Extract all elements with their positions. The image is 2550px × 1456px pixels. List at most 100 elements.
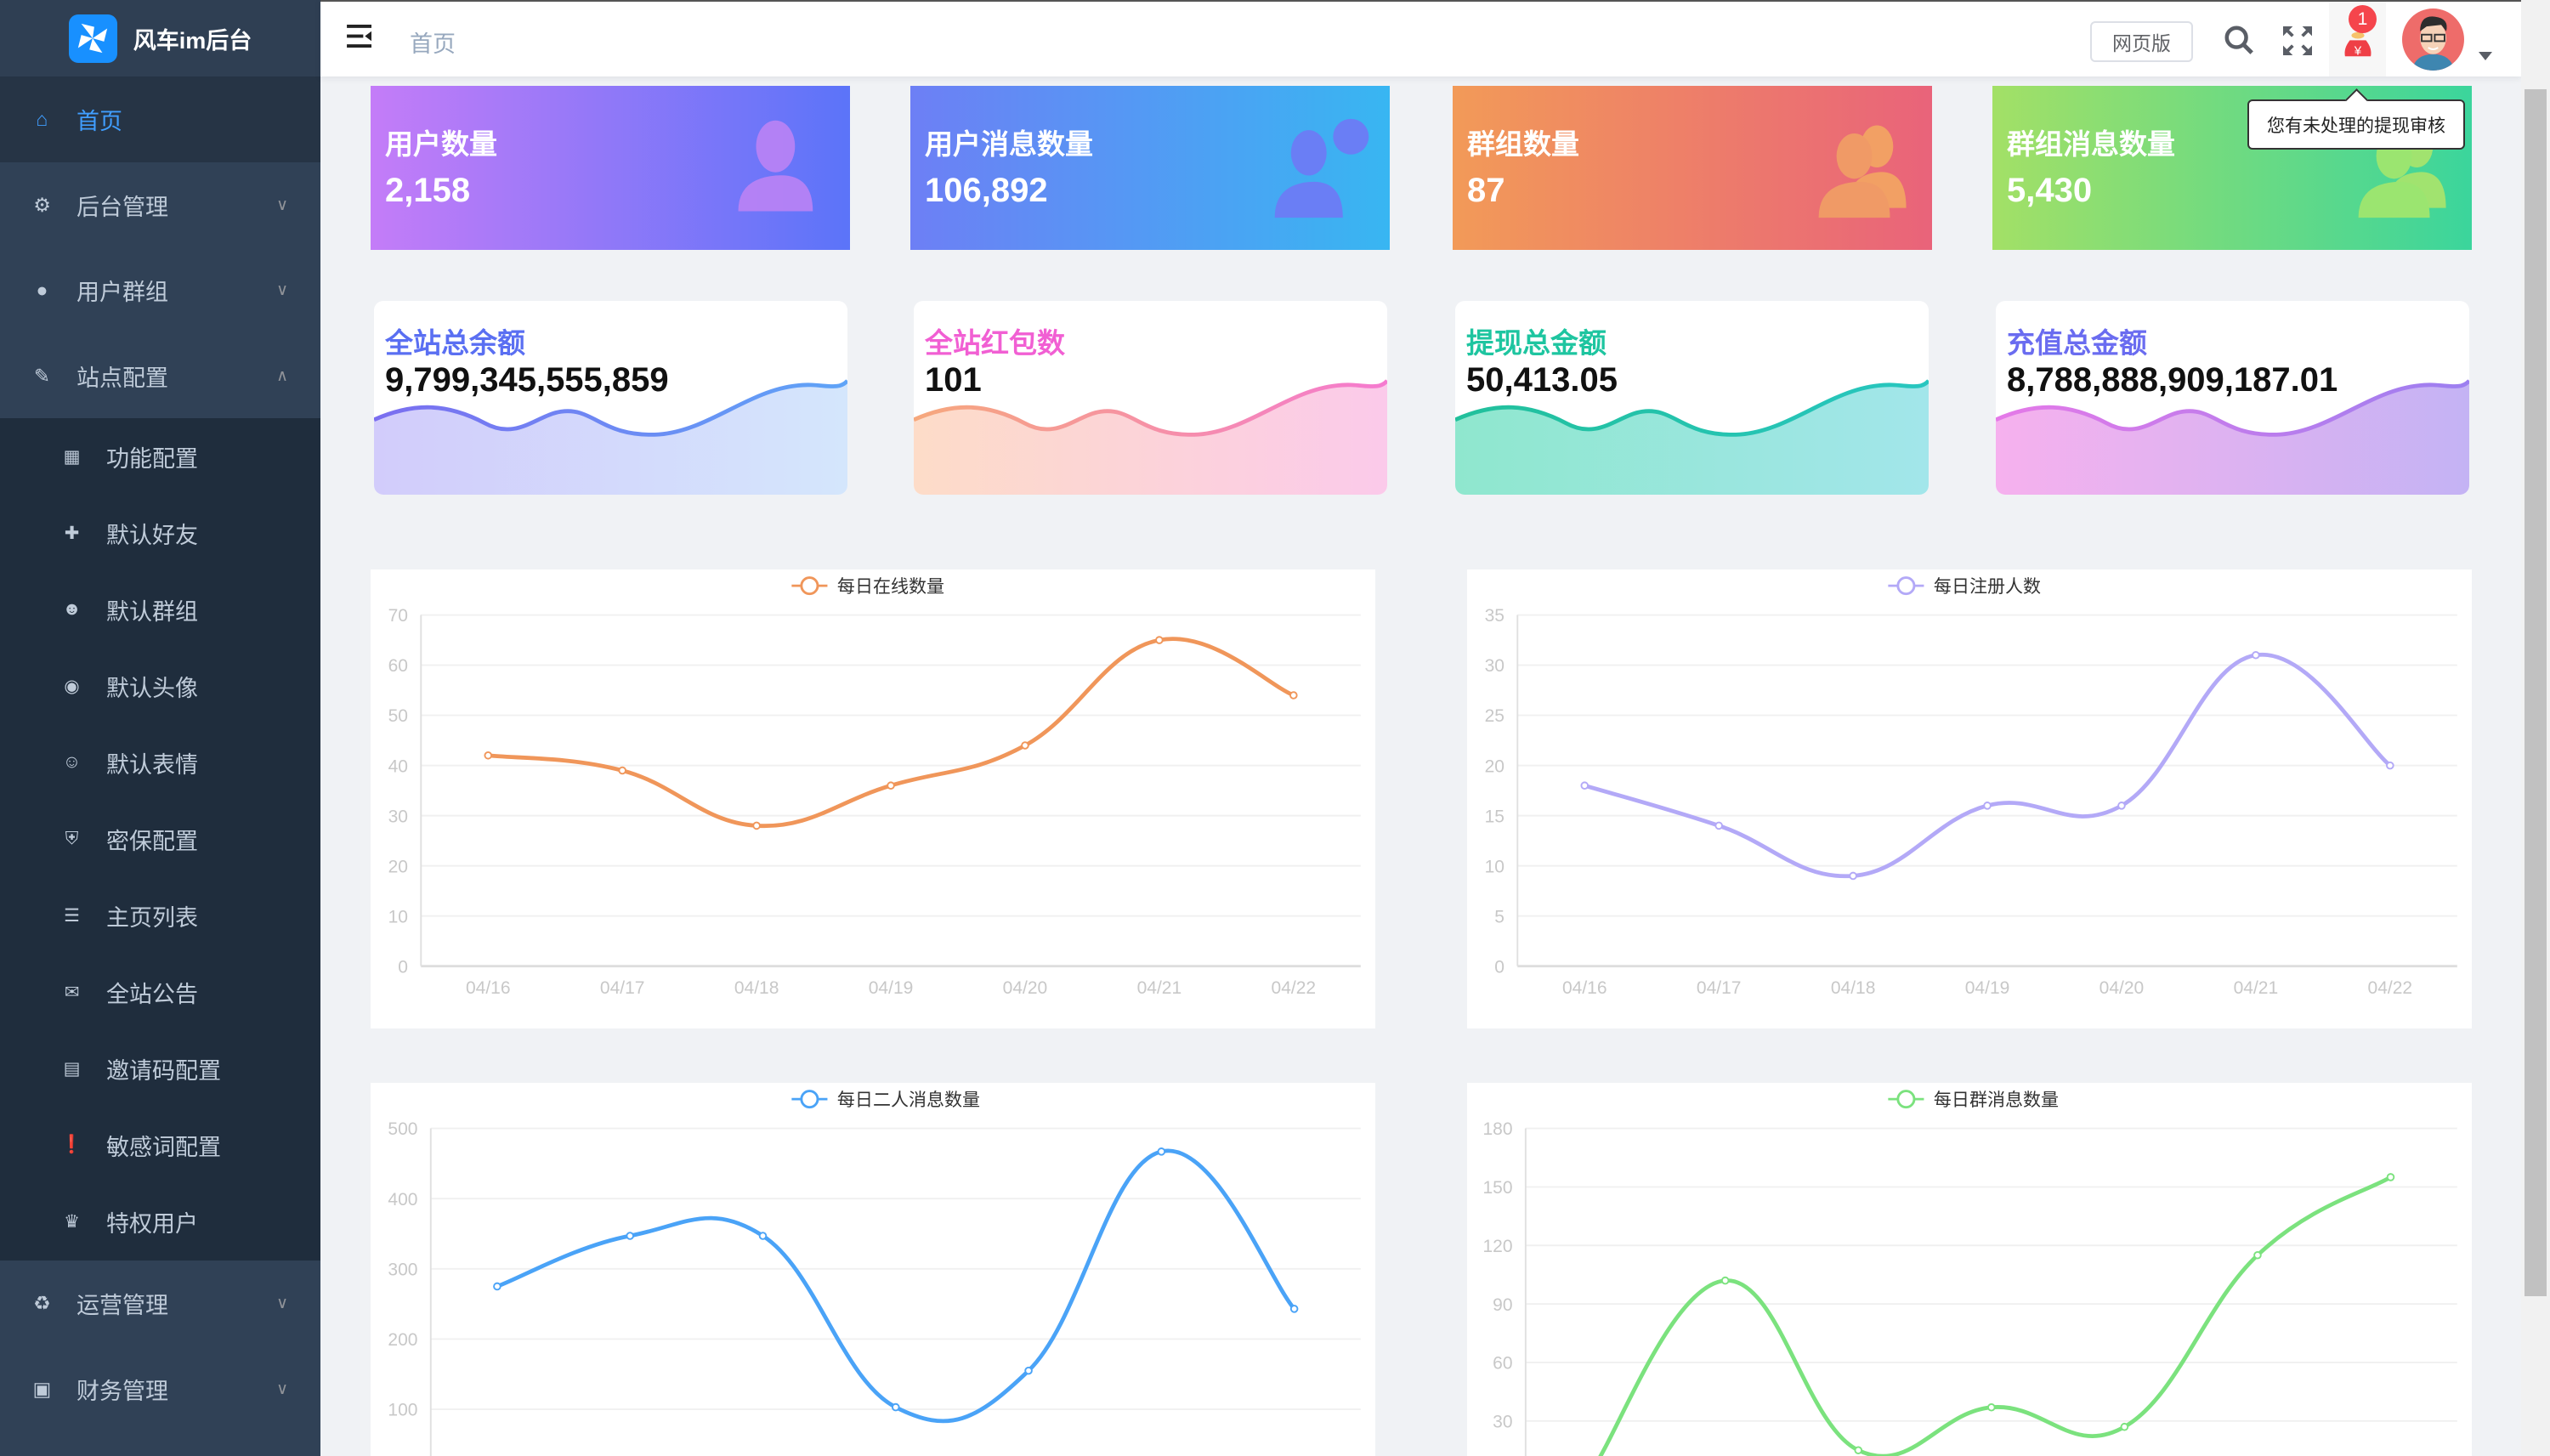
sidebar-item-finance[interactable]: ▣ 财务管理 ∨ — [0, 1346, 320, 1431]
y-tick-label: 100 — [388, 1401, 417, 1420]
data-point — [484, 751, 493, 760]
data-point — [1854, 1446, 1863, 1455]
avatar-icon: ◉ — [64, 676, 80, 696]
legend-label: 每日二人消息数量 — [837, 1091, 980, 1110]
total-value: 101 — [925, 361, 982, 399]
y-tick-label: 300 — [388, 1260, 417, 1279]
y-tick-label: 20 — [388, 857, 408, 876]
data-point — [1849, 871, 1857, 881]
sidebar-item-admin[interactable]: ⚙ 后台管理 ∨ — [0, 162, 320, 247]
line-chart: 030609012015018004/1604/1704/1804/1904/2… — [1467, 1083, 2472, 1456]
y-tick-label: 20 — [1485, 756, 1504, 776]
shield-icon: ⛨ — [65, 829, 79, 848]
submenu-item[interactable]: ◉ 默认头像 — [0, 648, 320, 724]
x-tick-label: 04/21 — [2234, 978, 2279, 998]
series-line — [496, 1148, 1296, 1424]
search-icon[interactable] — [2224, 25, 2254, 59]
stat-label: 用户消息数量 — [925, 128, 1093, 160]
y-tick-label: 0 — [398, 957, 408, 977]
breadcrumb[interactable]: 首页 — [410, 31, 456, 57]
data-point — [2120, 1422, 2129, 1431]
x-tick-label: 04/17 — [600, 978, 645, 998]
vip-icon: ♛ — [64, 1211, 80, 1232]
wrench-icon: ✎ — [33, 364, 51, 387]
page-scrollbar[interactable] — [2521, 0, 2550, 1456]
data-point — [1983, 802, 1992, 810]
sidebar-item-home[interactable]: ⌂ 首页 — [0, 76, 320, 162]
users-silhouette-icon — [1818, 125, 1907, 218]
data-point — [2117, 802, 2126, 810]
submenu-item[interactable]: ▤ 邀请码配置 — [0, 1030, 320, 1107]
line-chart: 0 5 10 15 20 25 30 35 04/16 04/17 04/18 04/19 04/20 0… — [1467, 569, 2472, 1028]
y-tick-label: 50 — [388, 706, 408, 726]
fullscreen-icon[interactable] — [2283, 26, 2312, 59]
submenu-item[interactable]: ☰ 主页列表 — [0, 877, 320, 954]
submenu-item-label: 默认头像 — [106, 675, 198, 701]
stat-card: 群组数量 87 — [1453, 86, 1932, 250]
total-card: 提现总金额 50,413.05 — [1455, 301, 1929, 495]
submenu-item-label: 默认表情 — [106, 751, 198, 778]
withdraw-tooltip: 您有未处理的提现审核 — [2247, 99, 2465, 150]
submenu-item[interactable]: ✉ 全站公告 — [0, 954, 320, 1030]
user-plus-icon: ✚ — [64, 523, 80, 543]
notice-icon: ✉ — [64, 982, 80, 1002]
data-point — [626, 1232, 634, 1240]
data-point — [1714, 821, 1723, 830]
data-point — [1155, 636, 1164, 644]
data-point — [758, 1232, 768, 1240]
x-tick-label: 04/19 — [1965, 978, 2010, 998]
submenu-item-label: 密保配置 — [106, 828, 198, 854]
x-tick-label: 04/17 — [1697, 978, 1742, 998]
submenu-item[interactable]: ☻ 默认群组 — [0, 571, 320, 648]
data-point — [1720, 1276, 1730, 1285]
data-point — [1021, 741, 1029, 750]
submenu-item[interactable]: ✚ 默认好友 — [0, 495, 320, 571]
data-point — [752, 821, 761, 830]
x-tick-label: 04/20 — [2100, 978, 2145, 998]
chevron-up-icon: ∧ — [276, 366, 288, 385]
user-gear-icon: ● — [36, 278, 48, 301]
data-point — [891, 1402, 900, 1412]
stat-label: 群组数量 — [1467, 128, 1579, 160]
x-tick-label: 04/22 — [1272, 978, 1317, 998]
caret-down-icon[interactable] — [2479, 52, 2492, 60]
user-silhouette-icon — [738, 120, 813, 212]
hamburger-menu-icon[interactable] — [347, 25, 373, 52]
sidebar-item-operations[interactable]: ♻ 运营管理 ∨ — [0, 1261, 320, 1346]
line-chart: 010020030040050004/1604/1704/1804/1904/2… — [371, 1083, 1375, 1456]
y-tick-label: 30 — [1493, 1412, 1512, 1431]
series-line — [487, 637, 1295, 829]
total-label: 充值总金额 — [2007, 327, 2147, 359]
y-tick-label: 10 — [1485, 857, 1504, 876]
total-card: 全站总余额 9,799,345,555,859 — [374, 301, 847, 495]
sidebar-item-label: 运营管理 — [76, 1292, 168, 1318]
submenu-item-label: 敏感词配置 — [106, 1134, 221, 1160]
top-navbar: 首页 网页版 ¥ 1 — [320, 0, 2521, 76]
withdraw-notice-button[interactable]: ¥ 1 — [2329, 2, 2386, 76]
data-point — [887, 781, 895, 790]
legend-marker-icon — [800, 576, 819, 596]
sidebar-item-label: 站点配置 — [76, 365, 168, 391]
submenu-item[interactable]: ❗ 敏感词配置 — [0, 1107, 320, 1183]
sidebar-item-site-config[interactable]: ✎ 站点配置 ∧ — [0, 333, 320, 418]
submenu-item[interactable]: ☺ 默认表情 — [0, 724, 320, 801]
stat-value: 2,158 — [385, 172, 471, 209]
sidebar-item-user-groups[interactable]: ● 用户群组 ∨ — [0, 247, 320, 332]
scrollbar-thumb[interactable] — [2524, 89, 2547, 1296]
web-version-button[interactable]: 网页版 — [2090, 21, 2193, 62]
y-tick-label: 5 — [1494, 907, 1504, 926]
submenu-item-label: 特权用户 — [106, 1210, 198, 1237]
y-tick-label: 400 — [388, 1190, 417, 1210]
svg-text:¥: ¥ — [2354, 43, 2362, 58]
avatar[interactable] — [2402, 8, 2464, 71]
submenu-item[interactable]: ▦ 功能配置 — [0, 418, 320, 495]
submenu-item[interactable]: ♛ 特权用户 — [0, 1183, 320, 1260]
pinwheel-logo-icon — [68, 14, 117, 63]
legend-marker-icon — [800, 1090, 819, 1109]
y-tick-label: 70 — [388, 606, 408, 626]
y-tick-label: 180 — [1482, 1119, 1512, 1139]
logo[interactable]: 风车im后台 — [0, 0, 320, 76]
users-silhouette-icon — [1274, 118, 1369, 218]
y-tick-label: 30 — [388, 807, 408, 826]
submenu-item[interactable]: ⛨ 密保配置 — [0, 801, 320, 877]
